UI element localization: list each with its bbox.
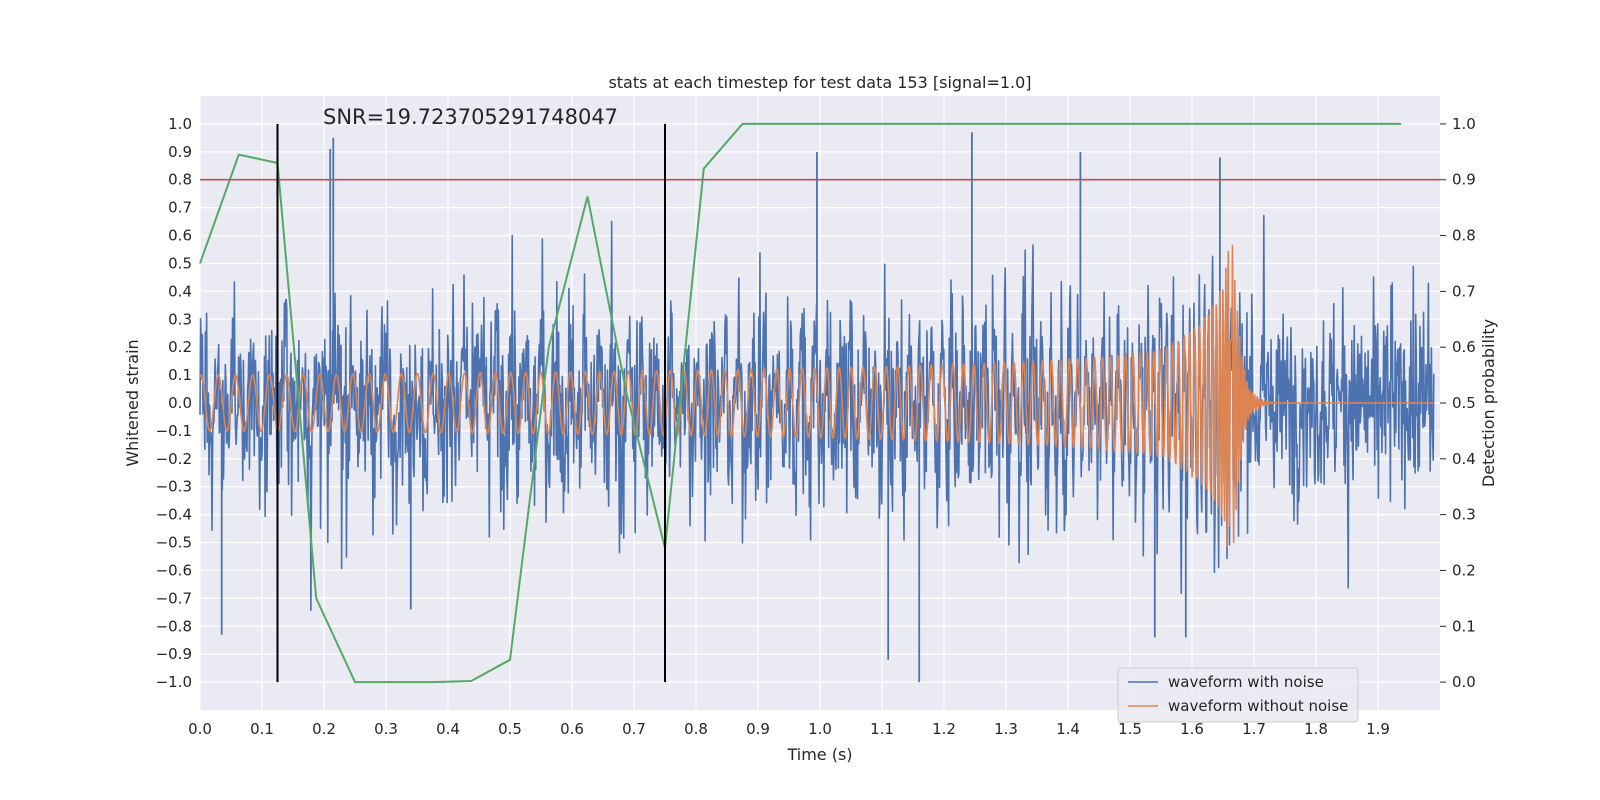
y-tick-label: 0.2 [168, 338, 192, 356]
x-tick-label: 1.0 [808, 720, 832, 738]
x-tick-label: 1.5 [1118, 720, 1142, 738]
y-tick-label: −0.9 [156, 645, 192, 663]
y-tick-label: 0.1 [168, 366, 192, 384]
y2-axis-ticks: 1.0 0.9 0.8 0.7 0.6 0.5 0.4 0.3 0.2 0.1 0.0 [1440, 115, 1476, 691]
series-detection-probability [199, 122, 1440, 684]
x-tick-label: 0.6 [560, 720, 584, 738]
y-tick-label: −0.2 [156, 450, 192, 468]
x-tick-label: 1.3 [994, 720, 1018, 738]
y2-tick-label: 0.3 [1452, 506, 1476, 524]
y-axis-ticks: 1.0 0.9 0.8 0.7 0.6 0.5 0.4 0.3 0.2 0.1 0.0 −0.1 −0.… [156, 115, 192, 691]
x-axis-label: Time (s) [786, 745, 852, 764]
x-tick-label: 0.2 [312, 720, 336, 738]
y-tick-label: −0.7 [156, 589, 192, 607]
y2-tick-label: 0.4 [1452, 450, 1476, 468]
legend-box [1117, 667, 1359, 723]
vertical-markers [276, 123, 666, 683]
y-tick-label: −0.6 [156, 561, 192, 579]
x-tick-label: 0.1 [250, 720, 274, 738]
y-tick-label: 1.0 [168, 115, 192, 133]
y-tick-label: 0.4 [168, 282, 192, 300]
legend: waveform with noise waveform without noi… [1117, 667, 1359, 723]
y2-axis-label: Detection probability [1479, 319, 1498, 487]
x-tick-label: 0.4 [436, 720, 460, 738]
y-tick-label: 0.8 [168, 171, 192, 189]
y2-tick-label: 0.9 [1452, 171, 1476, 189]
x-tick-label: 0.3 [374, 720, 398, 738]
y-tick-label: 0.3 [168, 310, 192, 328]
x-tick-label: 0.9 [746, 720, 770, 738]
series-waveform-without-noise [199, 244, 1434, 548]
y2-tick-label: 0.6 [1452, 338, 1476, 356]
y-tick-label: −0.5 [156, 534, 192, 552]
x-tick-label: 0.8 [684, 720, 708, 738]
y2-tick-label: 0.7 [1452, 282, 1476, 300]
probability-line [199, 122, 1402, 684]
x-tick-label: 0.5 [498, 720, 522, 738]
y2-tick-label: 0.5 [1452, 394, 1476, 412]
y-tick-label: 0.0 [168, 394, 192, 412]
x-tick-label: 1.6 [1180, 720, 1204, 738]
y-tick-label: −1.0 [156, 673, 192, 691]
legend-label-noise: waveform with noise [1168, 673, 1324, 691]
y2-tick-label: 0.2 [1452, 561, 1476, 579]
x-axis-ticks: 0.0 0.1 0.2 0.3 0.4 0.5 0.6 0.7 0.8 0.9 1.0 1.1 1.2 1… [188, 720, 1390, 738]
x-tick-label: 1.2 [932, 720, 956, 738]
y2-tick-label: 0.1 [1452, 617, 1476, 635]
y-tick-label: −0.1 [156, 422, 192, 440]
clean-line [199, 244, 1434, 548]
x-tick-label: 1.7 [1242, 720, 1266, 738]
y-tick-label: 0.7 [168, 199, 192, 217]
y-tick-label: −0.4 [156, 506, 192, 524]
x-tick-label: 0.0 [188, 720, 212, 738]
y2-tick-label: 0.8 [1452, 227, 1476, 245]
legend-label-clean: waveform without noise [1168, 697, 1348, 715]
y2-tick-label: 1.0 [1452, 115, 1476, 133]
x-tick-label: 0.7 [622, 720, 646, 738]
x-tick-label: 1.8 [1304, 720, 1328, 738]
x-tick-label: 1.9 [1366, 720, 1390, 738]
x-tick-label: 1.1 [870, 720, 894, 738]
y-axis-label: Whitened strain [123, 339, 142, 466]
y-tick-label: −0.8 [156, 617, 192, 635]
y2-tick-label: 0.0 [1452, 673, 1476, 691]
x-tick-label: 1.4 [1056, 720, 1080, 738]
y-tick-label: 0.5 [168, 254, 192, 272]
snr-annotation: SNR=19.723705291748047 [323, 105, 618, 129]
y-tick-label: 0.6 [168, 227, 192, 245]
chart-title: stats at each timestep for test data 153… [608, 73, 1031, 92]
y-tick-label: −0.3 [156, 478, 192, 496]
y-tick-label: 0.9 [168, 143, 192, 161]
